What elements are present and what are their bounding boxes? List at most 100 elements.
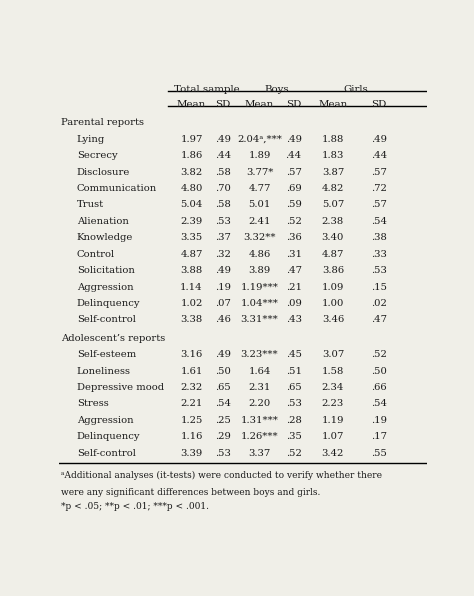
Text: Boys: Boys bbox=[264, 85, 289, 94]
Text: .57: .57 bbox=[371, 167, 387, 176]
Text: Self-control: Self-control bbox=[77, 315, 136, 324]
Text: 1.31***: 1.31*** bbox=[240, 416, 278, 425]
Text: Lying: Lying bbox=[77, 135, 105, 144]
Text: 3.23***: 3.23*** bbox=[241, 350, 278, 359]
Text: .65: .65 bbox=[286, 383, 301, 392]
Text: .66: .66 bbox=[371, 383, 387, 392]
Text: Depressive mood: Depressive mood bbox=[77, 383, 164, 392]
Text: 1.19***: 1.19*** bbox=[240, 283, 278, 291]
Text: *⁠p < .05; **⁠p < .01; ***⁠p < .001.: *⁠p < .05; **⁠p < .01; ***⁠p < .001. bbox=[61, 502, 209, 511]
Text: Total sample: Total sample bbox=[174, 85, 240, 94]
Text: .52: .52 bbox=[286, 449, 301, 458]
Text: Self-esteem: Self-esteem bbox=[77, 350, 136, 359]
Text: .47: .47 bbox=[371, 315, 387, 324]
Text: 2.41: 2.41 bbox=[248, 217, 271, 226]
Text: 4.86: 4.86 bbox=[248, 250, 271, 259]
Text: 1.83: 1.83 bbox=[322, 151, 344, 160]
Text: 1.16: 1.16 bbox=[180, 432, 203, 441]
Text: 3.31***: 3.31*** bbox=[241, 315, 278, 324]
Text: 1.97: 1.97 bbox=[180, 135, 203, 144]
Text: 2.34: 2.34 bbox=[322, 383, 344, 392]
Text: .54: .54 bbox=[215, 399, 231, 408]
Text: .49: .49 bbox=[215, 266, 231, 275]
Text: .02: .02 bbox=[371, 299, 387, 308]
Text: .49: .49 bbox=[371, 135, 387, 144]
Text: Communication: Communication bbox=[77, 184, 157, 193]
Text: .49: .49 bbox=[215, 350, 231, 359]
Text: 3.42: 3.42 bbox=[322, 449, 344, 458]
Text: Mean: Mean bbox=[319, 100, 347, 109]
Text: .52: .52 bbox=[371, 350, 387, 359]
Text: .70: .70 bbox=[215, 184, 231, 193]
Text: 3.38: 3.38 bbox=[181, 315, 202, 324]
Text: .44: .44 bbox=[285, 151, 301, 160]
Text: 3.87: 3.87 bbox=[322, 167, 344, 176]
Text: .25: .25 bbox=[215, 416, 231, 425]
Text: 1.58: 1.58 bbox=[322, 367, 344, 375]
Text: 1.64: 1.64 bbox=[248, 367, 271, 375]
Text: Delinquency: Delinquency bbox=[77, 299, 140, 308]
Text: .47: .47 bbox=[286, 266, 301, 275]
Text: .54: .54 bbox=[371, 399, 387, 408]
Text: Secrecy: Secrecy bbox=[77, 151, 118, 160]
Text: .58: .58 bbox=[215, 200, 231, 209]
Text: 3.35: 3.35 bbox=[181, 234, 202, 243]
Text: Loneliness: Loneliness bbox=[77, 367, 131, 375]
Text: .58: .58 bbox=[215, 167, 231, 176]
Text: 1.07: 1.07 bbox=[322, 432, 344, 441]
Text: .69: .69 bbox=[286, 184, 301, 193]
Text: Mean: Mean bbox=[245, 100, 274, 109]
Text: 1.89: 1.89 bbox=[248, 151, 271, 160]
Text: .37: .37 bbox=[215, 234, 231, 243]
Text: 3.82: 3.82 bbox=[181, 167, 202, 176]
Text: 1.02: 1.02 bbox=[180, 299, 203, 308]
Text: SD: SD bbox=[371, 100, 386, 109]
Text: 3.86: 3.86 bbox=[322, 266, 344, 275]
Text: Solicitation: Solicitation bbox=[77, 266, 135, 275]
Text: .50: .50 bbox=[215, 367, 231, 375]
Text: 3.07: 3.07 bbox=[322, 350, 344, 359]
Text: 2.04ᵃ,***: 2.04ᵃ,*** bbox=[237, 135, 282, 144]
Text: .19: .19 bbox=[371, 416, 387, 425]
Text: .44: .44 bbox=[215, 151, 231, 160]
Text: 3.37: 3.37 bbox=[248, 449, 271, 458]
Text: .65: .65 bbox=[215, 383, 230, 392]
Text: Parental reports: Parental reports bbox=[61, 119, 144, 128]
Text: ᵃAdditional analyses (⁠it-tests) were conducted to verify whether there: ᵃAdditional analyses (⁠it-tests) were co… bbox=[61, 471, 382, 480]
Text: .72: .72 bbox=[371, 184, 387, 193]
Text: Alienation: Alienation bbox=[77, 217, 129, 226]
Text: .53: .53 bbox=[371, 266, 387, 275]
Text: 1.25: 1.25 bbox=[180, 416, 203, 425]
Text: Mean: Mean bbox=[177, 100, 206, 109]
Text: were any significant differences between boys and girls.: were any significant differences between… bbox=[61, 488, 320, 496]
Text: .53: .53 bbox=[215, 217, 231, 226]
Text: 3.16: 3.16 bbox=[181, 350, 202, 359]
Text: 5.04: 5.04 bbox=[180, 200, 203, 209]
Text: .55: .55 bbox=[371, 449, 387, 458]
Text: .43: .43 bbox=[286, 315, 301, 324]
Text: .53: .53 bbox=[215, 449, 231, 458]
Text: 3.32**: 3.32** bbox=[243, 234, 276, 243]
Text: 3.89: 3.89 bbox=[248, 266, 271, 275]
Text: 4.87: 4.87 bbox=[180, 250, 203, 259]
Text: .52: .52 bbox=[286, 217, 301, 226]
Text: .51: .51 bbox=[286, 367, 301, 375]
Text: 2.38: 2.38 bbox=[322, 217, 344, 226]
Text: .17: .17 bbox=[371, 432, 387, 441]
Text: 1.14: 1.14 bbox=[180, 283, 203, 291]
Text: Control: Control bbox=[77, 250, 115, 259]
Text: Self-control: Self-control bbox=[77, 449, 136, 458]
Text: Disclosure: Disclosure bbox=[77, 167, 130, 176]
Text: 2.20: 2.20 bbox=[248, 399, 271, 408]
Text: 5.01: 5.01 bbox=[248, 200, 271, 209]
Text: 4.80: 4.80 bbox=[180, 184, 203, 193]
Text: 3.39: 3.39 bbox=[181, 449, 202, 458]
Text: .59: .59 bbox=[286, 200, 301, 209]
Text: 1.61: 1.61 bbox=[180, 367, 203, 375]
Text: .28: .28 bbox=[286, 416, 301, 425]
Text: Aggression: Aggression bbox=[77, 283, 134, 291]
Text: SD: SD bbox=[286, 100, 301, 109]
Text: 1.19: 1.19 bbox=[322, 416, 344, 425]
Text: 3.40: 3.40 bbox=[322, 234, 344, 243]
Text: 3.88: 3.88 bbox=[181, 266, 202, 275]
